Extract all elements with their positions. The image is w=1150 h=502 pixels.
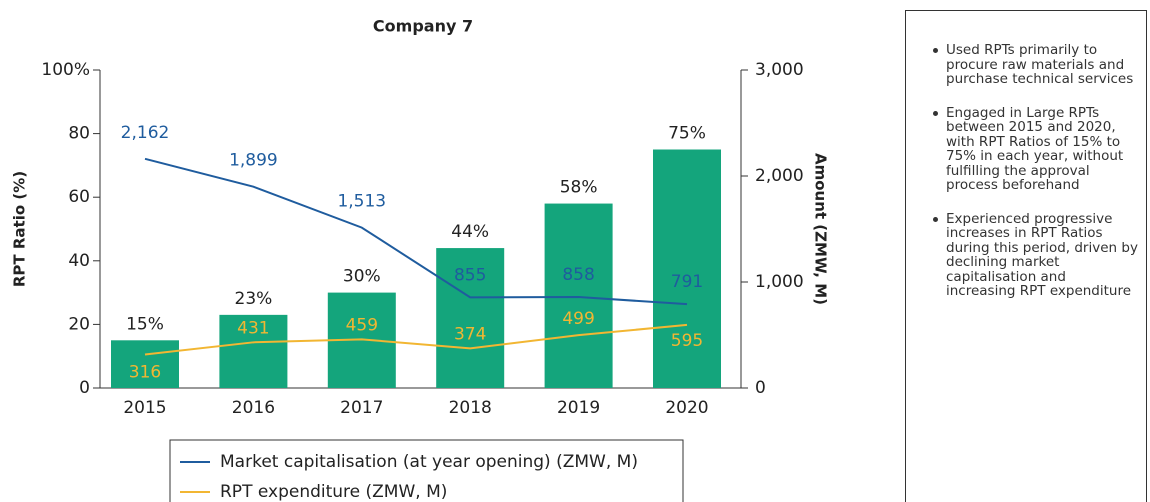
line-value-label: 499 xyxy=(562,309,594,329)
y-tick-label: 100% xyxy=(41,60,90,80)
line-value-label: 374 xyxy=(454,324,486,344)
y2-tick-label: 0 xyxy=(755,378,766,398)
y-axis-label: RPT Ratio (%) xyxy=(11,171,29,287)
bar xyxy=(436,248,505,388)
y-tick-label: 60 xyxy=(68,187,90,207)
note-item: Used RPTs primarily to procure raw mater… xyxy=(933,43,1138,87)
note-item: Experienced progressive increases in RPT… xyxy=(933,210,1138,299)
line-value-label: 459 xyxy=(346,315,378,335)
line-value-label: 791 xyxy=(671,272,703,292)
notes-panel: Used RPTs primarily to procure raw mater… xyxy=(905,10,1147,502)
y2-tick-label: 2,000 xyxy=(755,166,804,186)
x-tick-label: 2016 xyxy=(232,398,275,418)
y-tick-label: 80 xyxy=(68,124,90,144)
bar xyxy=(219,314,288,388)
line-value-label: 316 xyxy=(129,363,161,383)
line-value-label: 431 xyxy=(237,318,269,338)
line-value-label: 1,513 xyxy=(337,192,386,212)
x-tick-label: 2020 xyxy=(665,398,708,418)
bar-value-label: 30% xyxy=(343,267,381,287)
bar-value-label: 75% xyxy=(668,124,706,144)
x-tick-label: 2018 xyxy=(449,398,492,418)
y2-tick-label: 1,000 xyxy=(755,272,804,292)
chart-title: Company 7 xyxy=(373,17,473,36)
legend-label: Market capitalisation (at year opening) … xyxy=(220,452,638,472)
legend-label: RPT expenditure (ZMW, M) xyxy=(220,482,447,502)
note-item: Engaged in Large RPTs between 2015 and 2… xyxy=(933,105,1138,193)
line-value-label: 855 xyxy=(454,265,486,285)
y2-tick-label: 3,000 xyxy=(755,60,804,80)
x-tick-label: 2019 xyxy=(557,398,600,418)
line-series xyxy=(144,157,688,306)
line-value-label: 858 xyxy=(562,265,594,285)
bar-value-label: 23% xyxy=(235,289,273,309)
legend-box xyxy=(169,439,684,502)
chart: Company 7 RPT Ratio (%) Amount (ZMW, M) … xyxy=(11,17,830,502)
line-value-label: 2,162 xyxy=(121,123,170,143)
line-value-label: 1,899 xyxy=(229,151,278,171)
x-tick-label: 2017 xyxy=(340,398,383,418)
y-tick-label: 0 xyxy=(79,378,90,398)
bar-value-label: 15% xyxy=(126,314,164,334)
bar-value-label: 58% xyxy=(560,178,598,198)
y2-axis-label: Amount (ZMW, M) xyxy=(812,153,830,305)
line-value-label: 595 xyxy=(671,331,703,351)
y-tick-label: 20 xyxy=(68,314,90,334)
x-tick-label: 2015 xyxy=(123,398,166,418)
bar-value-label: 44% xyxy=(451,222,489,242)
bar xyxy=(111,340,179,388)
bar xyxy=(544,203,613,388)
line-series xyxy=(144,323,688,356)
bar xyxy=(653,149,721,388)
notes-list: Used RPTs primarily to procure raw mater… xyxy=(906,11,1146,299)
y-tick-label: 40 xyxy=(68,251,90,271)
